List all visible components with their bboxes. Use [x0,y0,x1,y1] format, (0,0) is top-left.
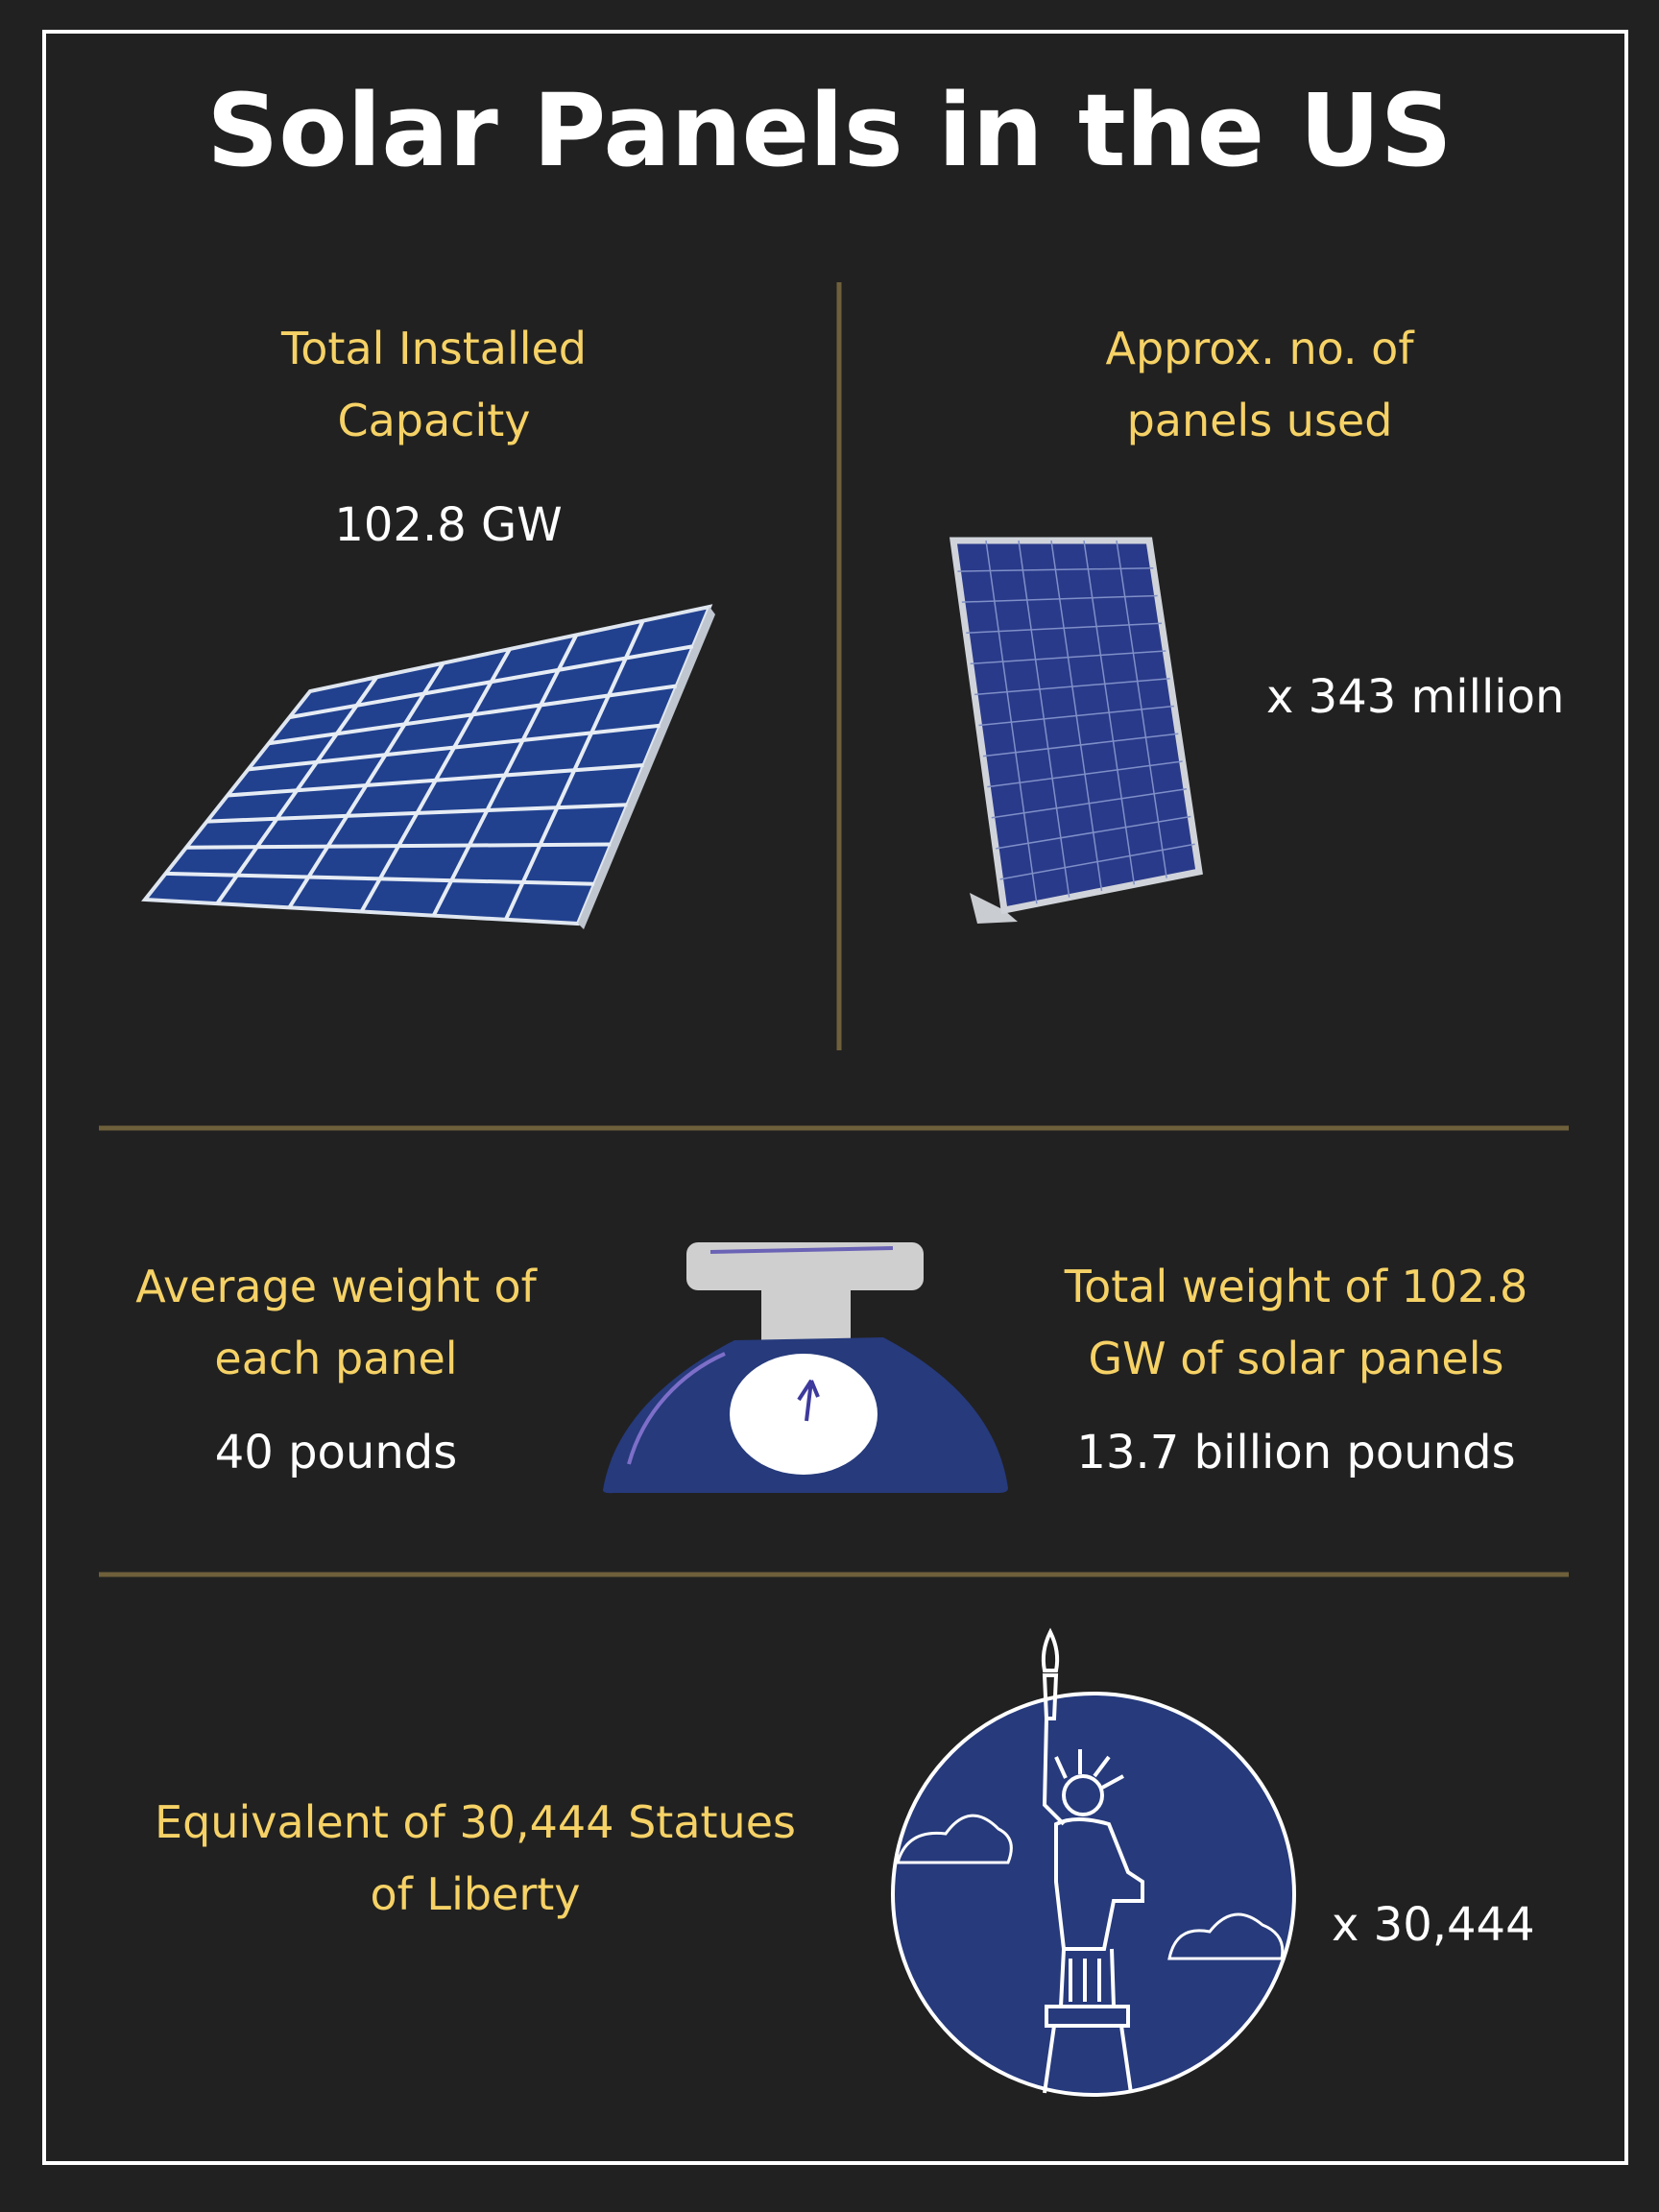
panel-grid-line [289,644,694,720]
panel-grid-line [999,843,1195,880]
panel-grid-line [978,705,1175,727]
cloud [896,1814,1013,1864]
panel-stand [970,893,1018,924]
panel-grid-line [185,842,612,850]
heading-line: panels used [1126,395,1393,446]
panel-grid-line [165,871,595,886]
heading-line: of Liberty [370,1868,581,1920]
stat-value: x 343 million [1266,670,1565,724]
panel-grid-line [961,594,1158,603]
scale-line [709,1246,894,1254]
stat-value: 40 pounds [214,1426,458,1479]
panel-grid-line [991,788,1188,819]
solar-panel-illustration [141,604,715,929]
scale-illustration [603,1242,1008,1494]
panel-grid-line [987,760,1183,788]
heading-line: Approx. no. of [1105,323,1414,374]
stat-value: 102.8 GW [334,498,563,552]
panel-grid-line [206,803,628,824]
heading-line: Capacity [337,395,531,446]
heading-line: Total Installed [280,323,588,374]
scale-neck [761,1290,851,1340]
panel-face [949,537,1203,915]
scale-dial [730,1354,878,1475]
frame [42,30,1628,2165]
panel-grid-line [957,567,1154,572]
title: Solar Panels in the US [206,72,1453,189]
heading-line: Equivalent of 30,444 Statues [155,1796,796,1848]
stat-value: x 30,444 [1332,1898,1535,1952]
liberty-illustration [891,1627,1296,2097]
statue [1041,1627,1144,2094]
scale-plate [686,1242,924,1290]
panel-grid-line [227,763,644,798]
scale-shine [627,1352,726,1465]
cloud [1167,1912,1285,1960]
solar-panel-illustration [949,537,1203,924]
panel-grid-line [970,650,1166,665]
panel-grid-line [996,815,1191,850]
panel-grid-line [268,684,678,746]
heading-line: Total weight of 102.8 [1064,1261,1528,1312]
panel-grid-line [248,723,661,772]
heading-line: Average weight of [135,1261,537,1312]
stat-value: 13.7 billion pounds [1076,1426,1516,1479]
heading-line: each panel [214,1333,458,1384]
panel-grid-line [982,733,1179,757]
scale-needle [797,1379,820,1422]
panel-grid-line [974,678,1170,696]
heading-line: GW of solar panels [1088,1333,1504,1384]
panel-grid-line [966,622,1163,634]
panel-edge [578,607,715,929]
liberty-circle [891,1692,1296,2097]
